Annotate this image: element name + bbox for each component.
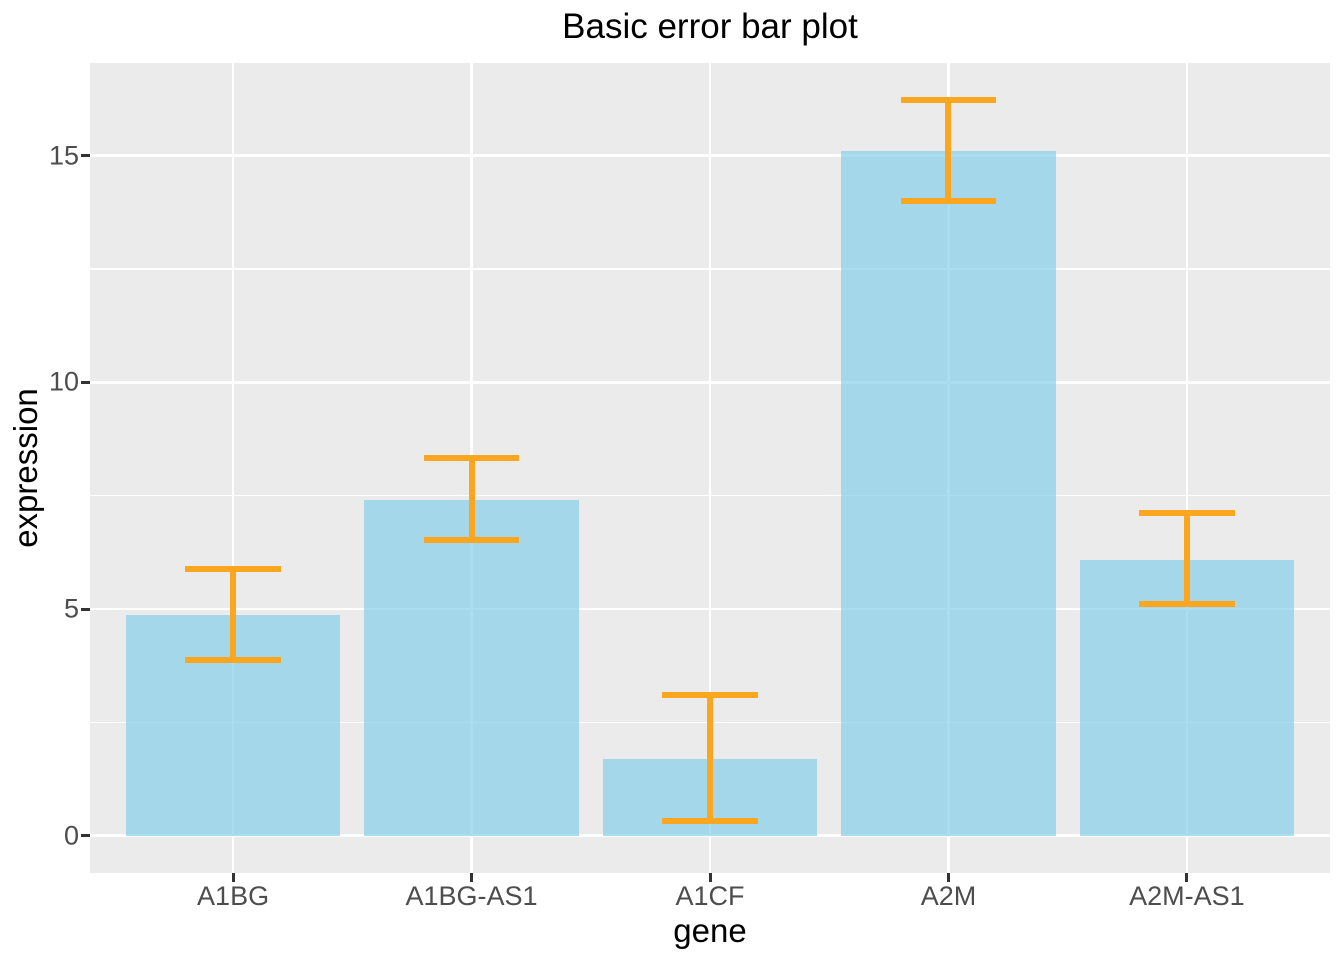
errorbar-line-a2m-as1 <box>1183 512 1190 605</box>
bar-a1bg-as1 <box>364 499 579 836</box>
errorbar-line-a2m <box>945 100 952 202</box>
errorbar-cap-bottom-a1bg-as1 <box>423 537 520 544</box>
errorbar-cap-bottom-a2m-as1 <box>1139 601 1235 608</box>
x-tick-label: A1BG-AS1 <box>405 881 538 911</box>
errorbar-cap-bottom-a1cf <box>662 817 758 824</box>
errorbar-line-a1bg-as1 <box>468 458 475 541</box>
plot-panel <box>90 63 1330 873</box>
x-tick-mark <box>708 873 712 882</box>
errorbar-line-a1bg <box>230 568 237 660</box>
y-tick-label: 15 <box>48 140 79 171</box>
chart-title: Basic error bar plot <box>562 7 858 46</box>
gridline-major-v <box>1185 63 1189 873</box>
gridline-major-v <box>708 63 712 873</box>
gridline-major-v <box>231 63 235 873</box>
x-tick-mark <box>1185 873 1189 882</box>
errorbar-cap-top-a1bg-as1 <box>423 455 520 462</box>
x-tick-label: A2M <box>920 881 977 911</box>
x-tick-mark <box>470 873 474 882</box>
x-tick-mark <box>946 873 950 882</box>
errorbar-cap-top-a1bg <box>185 565 281 572</box>
x-tick-label: A2M-AS1 <box>1129 881 1245 911</box>
y-axis-title: expression <box>7 388 44 548</box>
errorbar-cap-bottom-a1bg <box>185 656 281 663</box>
bar-a2m <box>841 150 1056 836</box>
y-tick-mark <box>81 380 90 384</box>
errorbar-cap-top-a2m-as1 <box>1139 509 1235 516</box>
errorbar-cap-top-a1cf <box>662 691 758 698</box>
y-tick-mark <box>81 154 90 158</box>
x-tick-mark <box>231 873 235 882</box>
x-tick-label: A1CF <box>675 881 745 911</box>
y-tick-mark <box>81 834 90 838</box>
x-axis-title: gene <box>673 912 747 949</box>
y-tick-label: 10 <box>48 366 79 397</box>
errorbar-cap-bottom-a2m <box>900 198 997 205</box>
y-tick-mark <box>81 607 90 611</box>
errorbar-cap-top-a2m <box>900 97 997 104</box>
x-tick-label: A1BG <box>197 881 270 911</box>
y-tick-label: 5 <box>63 593 79 624</box>
errorbar-line-a1cf <box>707 694 713 821</box>
y-tick-label: 0 <box>63 820 79 851</box>
